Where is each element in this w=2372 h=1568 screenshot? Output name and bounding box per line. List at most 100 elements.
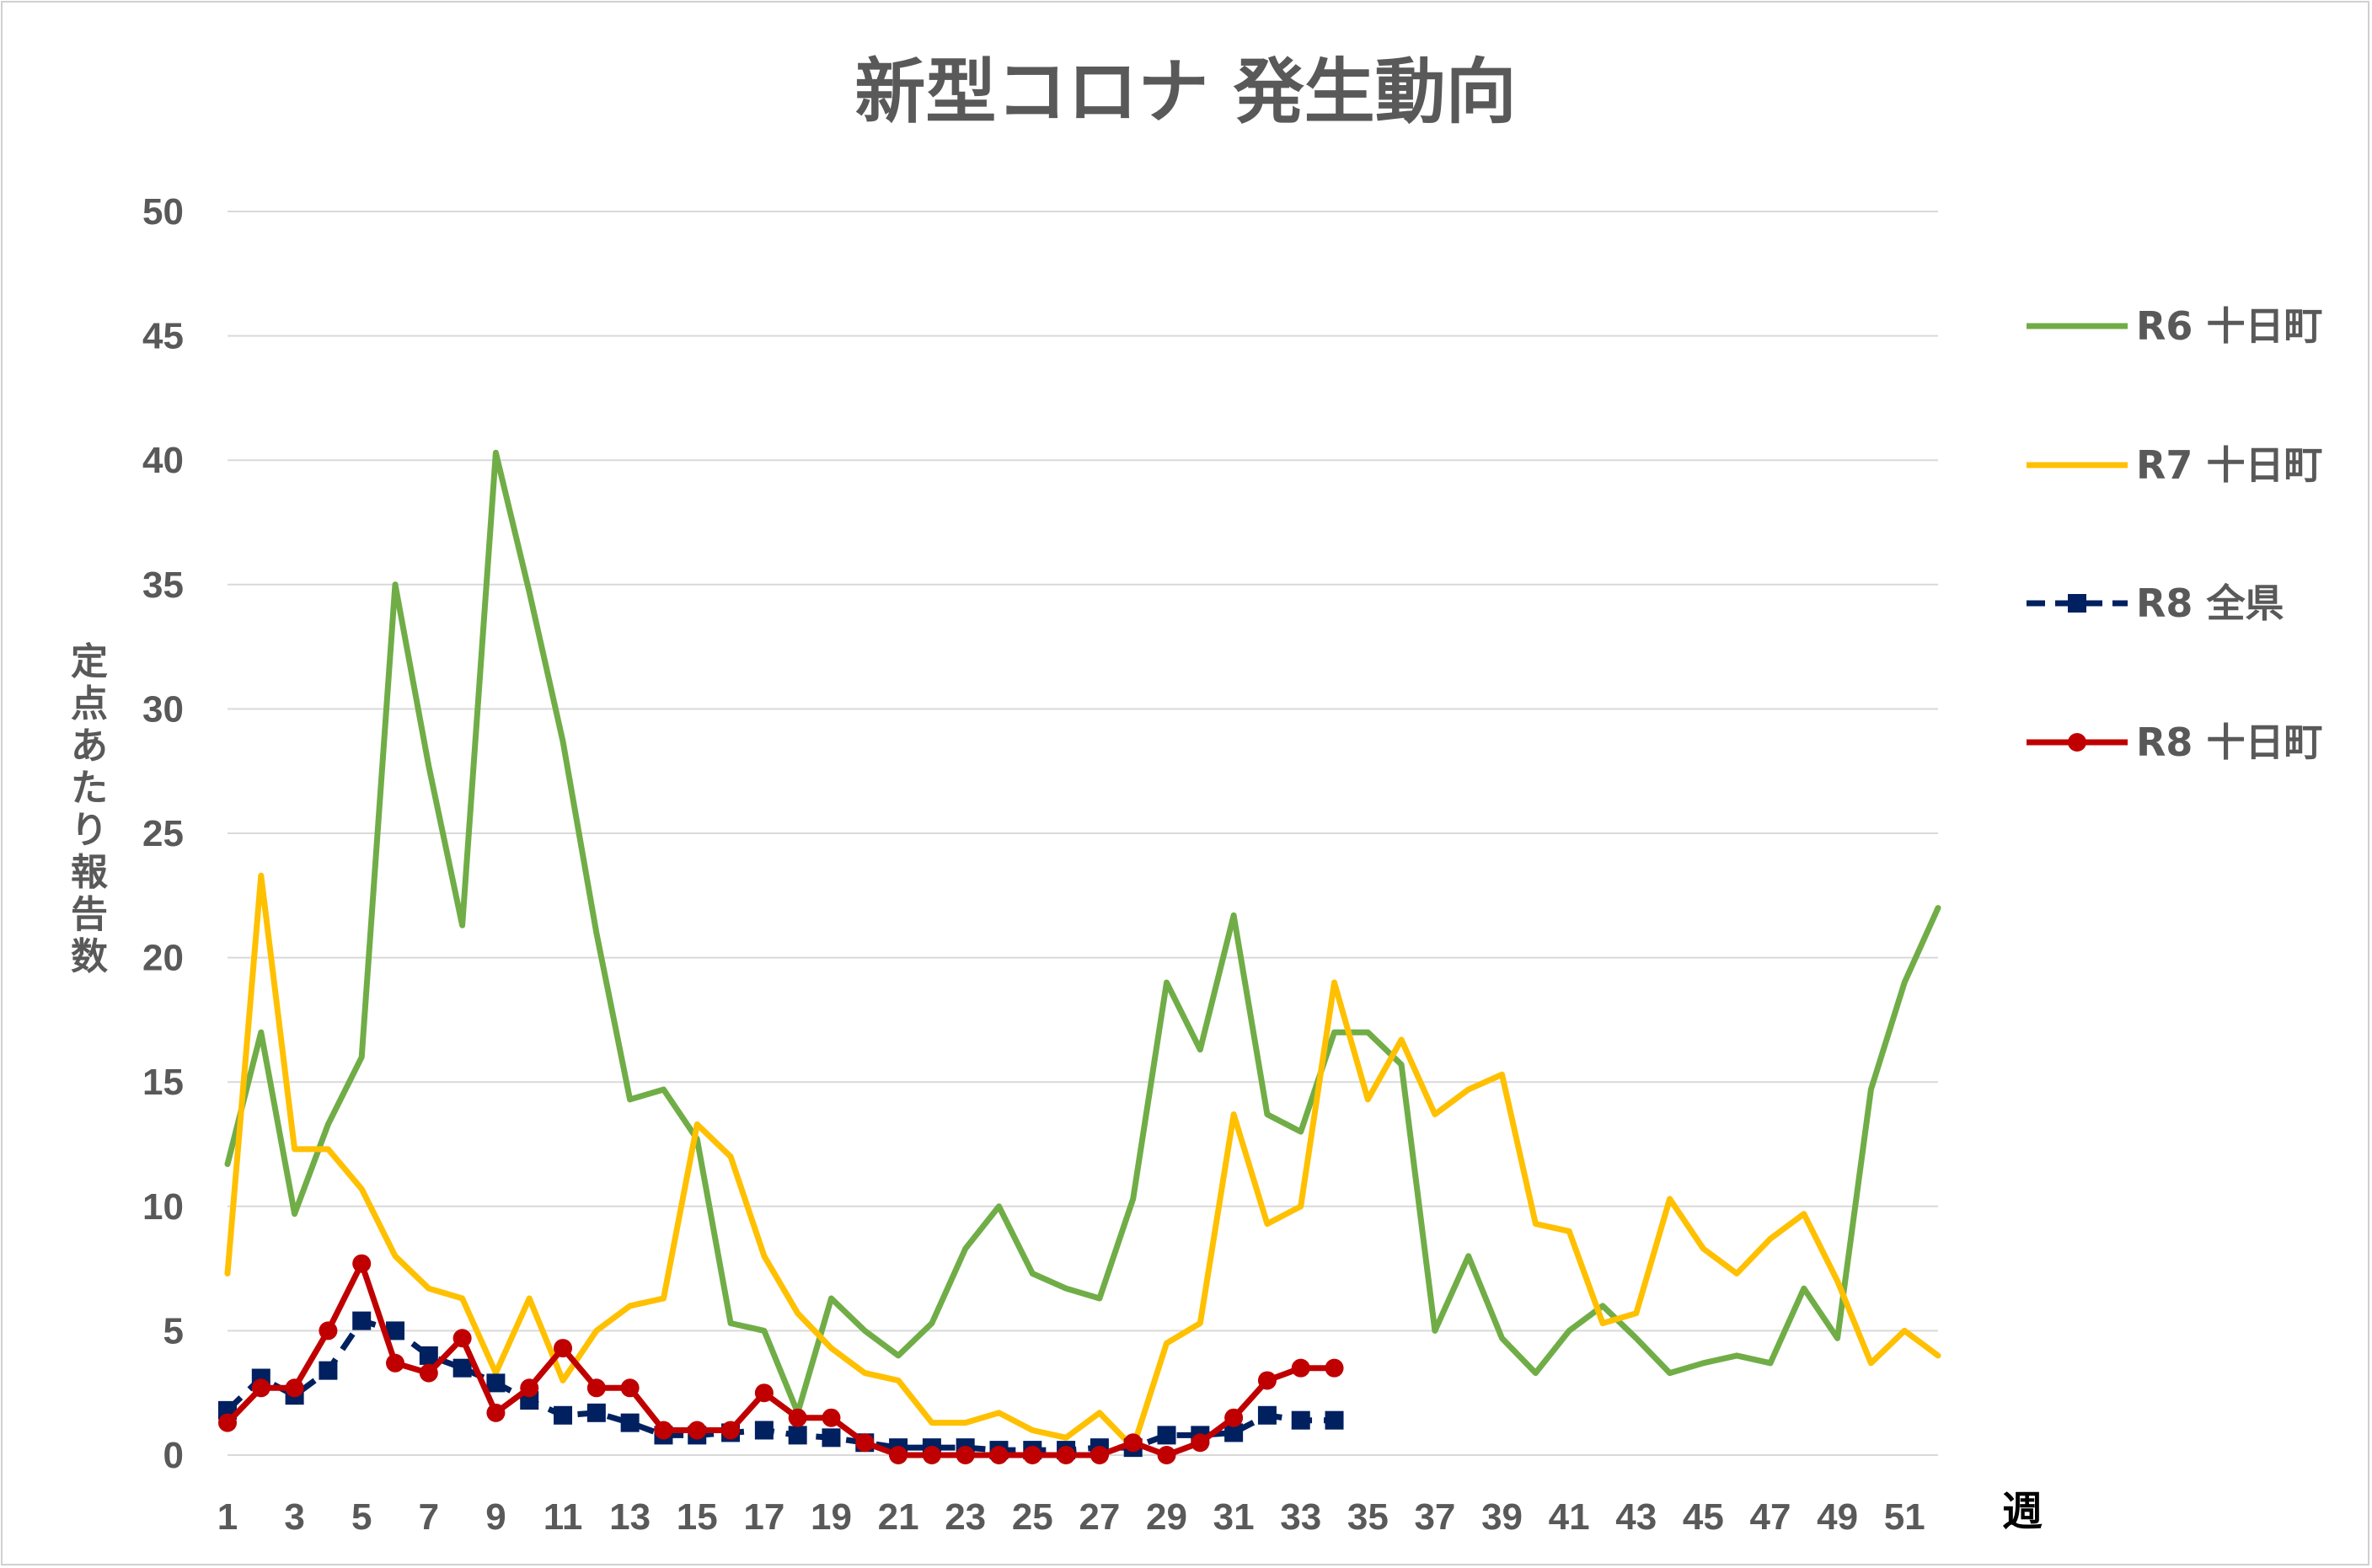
data-point [554, 1405, 573, 1425]
data-point [419, 1363, 438, 1383]
data-point [1257, 1371, 1277, 1390]
x-tick-label: 47 [1750, 1496, 1791, 1538]
y-tick-label: 35 [142, 565, 184, 606]
data-point [352, 1311, 372, 1330]
data-point [788, 1408, 807, 1427]
data-point [586, 1378, 606, 1398]
x-axis-label: 週 [2002, 1488, 2043, 1535]
y-tick-label: 40 [142, 440, 184, 481]
x-tick-label: 17 [743, 1496, 784, 1538]
data-point [319, 1361, 338, 1380]
series-4 [218, 1254, 1344, 1464]
data-point [1224, 1408, 1244, 1427]
x-tick-label: 23 [945, 1496, 986, 1538]
data-point [452, 1358, 472, 1378]
x-tick-label: 1 [217, 1496, 238, 1538]
legend-item: R8 全県 [2027, 581, 2284, 626]
legend-item: R6 十日町 [2027, 303, 2322, 349]
series-layer [218, 449, 1941, 1464]
x-tick-label: 5 [351, 1496, 372, 1538]
legend-marker [2068, 594, 2086, 613]
data-point [486, 1373, 506, 1393]
x-tick-label: 13 [609, 1496, 651, 1538]
data-point [922, 1446, 941, 1464]
data-point [1257, 1405, 1277, 1425]
data-point [352, 1254, 372, 1273]
data-point [1157, 1446, 1176, 1464]
data-point [654, 1421, 673, 1440]
y-tick-label: 25 [142, 813, 184, 854]
x-tick-label: 49 [1817, 1496, 1858, 1538]
chart-title: 新型コロナ 発生動向 [854, 51, 1516, 133]
data-point [822, 1408, 841, 1427]
legend-item: R8 十日町 [2027, 720, 2322, 765]
data-point [754, 1421, 774, 1440]
data-point [1325, 1358, 1344, 1378]
y-tick-label: 30 [142, 688, 184, 730]
series-1 [224, 449, 1941, 1416]
data-point [452, 1329, 472, 1348]
data-point [956, 1446, 975, 1464]
data-point [889, 1446, 908, 1464]
x-tick-label: 19 [811, 1496, 852, 1538]
x-tick-label: 31 [1213, 1496, 1255, 1538]
y-tick-label: 15 [142, 1062, 184, 1103]
y-tick-label: 5 [163, 1310, 184, 1351]
legend-label: R8 十日町 [2136, 720, 2322, 765]
data-point [1157, 1426, 1176, 1445]
x-tick-label: 51 [1884, 1496, 1925, 1538]
data-point [1090, 1446, 1109, 1464]
data-point [1191, 1433, 1210, 1453]
y-tick-label: 0 [163, 1435, 184, 1476]
x-tick-label: 21 [878, 1496, 919, 1538]
data-point [1325, 1410, 1344, 1430]
y-tick-label: 45 [142, 316, 184, 357]
x-tick-label: 39 [1481, 1496, 1523, 1538]
data-point [1123, 1433, 1143, 1453]
x-tick-label: 11 [543, 1496, 583, 1538]
data-point [1291, 1410, 1310, 1430]
x-tick-label: 9 [485, 1496, 506, 1538]
data-point [586, 1403, 606, 1422]
data-point [285, 1378, 304, 1398]
data-point [1224, 1423, 1244, 1442]
x-tick-label: 27 [1079, 1496, 1120, 1538]
data-point [1057, 1446, 1076, 1464]
x-tick-label: 3 [284, 1496, 304, 1538]
data-point [754, 1383, 774, 1403]
series-line [224, 1260, 1337, 1458]
x-tick-label: 45 [1683, 1496, 1724, 1538]
data-point [419, 1346, 438, 1365]
data-point [620, 1378, 640, 1398]
x-tick-label: 37 [1414, 1496, 1455, 1538]
y-tick-label: 20 [142, 938, 184, 979]
x-tick-label: 29 [1146, 1496, 1187, 1538]
data-point [788, 1426, 807, 1445]
data-point [1023, 1446, 1042, 1464]
series-2 [224, 872, 1941, 1451]
data-point [855, 1433, 875, 1453]
data-point [251, 1378, 270, 1398]
x-tick-label: 15 [677, 1496, 718, 1538]
data-point [386, 1321, 405, 1341]
legend-marker [2068, 733, 2086, 752]
legend-label: R6 十日町 [2136, 303, 2322, 349]
x-tick-labels: 1 3 5 7 9 11 13 15 17 19 21 23 25 27 29 31 33 35 37 39 41 43 4… [217, 1496, 1925, 1538]
data-point [721, 1421, 741, 1440]
legend-label: R7 十日町 [2136, 442, 2322, 488]
x-tick-label: 25 [1012, 1496, 1053, 1538]
data-point [822, 1428, 841, 1448]
y-tick-labels: 0 5 10 15 20 25 30 35 40 45 50 [142, 191, 184, 1476]
data-point [386, 1353, 405, 1373]
legend-item: R7 十日町 [2027, 442, 2322, 488]
series-line [224, 449, 1941, 1416]
data-point [554, 1339, 573, 1358]
data-point [218, 1413, 237, 1432]
x-tick-label: 33 [1280, 1496, 1321, 1538]
data-point [1291, 1358, 1310, 1378]
x-tick-label: 7 [419, 1496, 439, 1538]
x-tick-label: 35 [1347, 1496, 1389, 1538]
series-line [225, 1318, 1335, 1453]
